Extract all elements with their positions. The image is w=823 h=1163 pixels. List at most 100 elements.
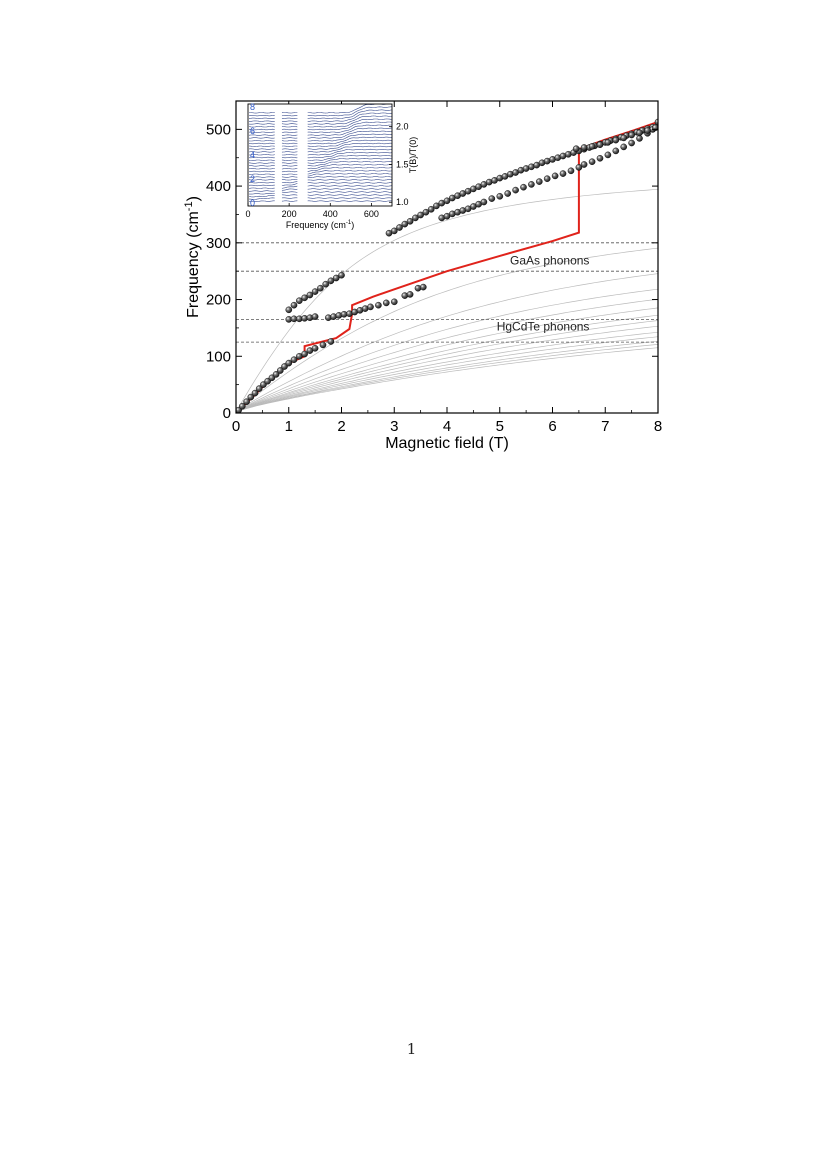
data-point <box>596 141 604 148</box>
data-point <box>604 151 612 159</box>
data-point <box>636 135 643 142</box>
main-plot: GaAs phonons HgCdTe phonons 0 1 2 3 4 5 6 7 8 0 100 2… <box>183 100 662 452</box>
data-point <box>285 359 293 367</box>
data-point <box>382 299 390 307</box>
data-point <box>620 143 628 151</box>
y-tick-label: 0 <box>223 405 231 422</box>
x-tick-label: 4 <box>443 418 451 435</box>
data-point <box>567 167 575 175</box>
data-point <box>512 186 519 194</box>
data-point <box>290 301 298 309</box>
y-axis-label: Frequency (cm-1) <box>183 196 202 318</box>
data-point <box>504 190 512 197</box>
inset-x-tick-label: 0 <box>245 209 250 219</box>
annotation-label: GaAs phonons <box>510 253 589 267</box>
inset-x-axis-label: Frequency (cm-1) <box>286 220 354 230</box>
data-point <box>327 277 335 285</box>
inset-x-label-sup: -1 <box>346 220 352 226</box>
data-point <box>422 208 430 216</box>
x-tick-label: 5 <box>496 418 504 435</box>
fan-line <box>236 336 658 413</box>
data-point <box>311 344 319 352</box>
data-point <box>520 183 527 191</box>
inset-trace <box>248 127 392 136</box>
inset-trace <box>249 197 392 200</box>
data-point <box>406 291 414 298</box>
data-point <box>604 139 612 146</box>
x-tick-label: 8 <box>654 418 662 435</box>
inset-trace <box>249 112 392 122</box>
data-point <box>551 172 559 180</box>
inset-trace <box>248 191 392 195</box>
data-point <box>295 297 303 305</box>
data-point <box>559 170 567 177</box>
data-point <box>536 178 543 185</box>
data-point <box>375 301 382 309</box>
fan-line <box>236 188 658 413</box>
data-point <box>319 341 327 349</box>
fan-line <box>236 288 658 413</box>
data-point <box>367 303 374 311</box>
y-tick-label: 200 <box>206 292 231 309</box>
data-point <box>628 131 635 139</box>
data-point <box>406 217 414 225</box>
data-point <box>247 393 255 401</box>
x-tick-label: 1 <box>285 418 293 435</box>
x-tick-label: 2 <box>337 418 345 435</box>
y-axis-label-sup: -1 <box>183 201 195 211</box>
data-point <box>243 398 250 406</box>
x-tick-label: 6 <box>548 418 556 435</box>
inset-trace <box>248 182 392 187</box>
inset-gap <box>297 104 308 206</box>
data-point <box>628 139 635 147</box>
inset-field-label: 6 <box>250 126 255 136</box>
data-point <box>255 385 263 392</box>
data-point <box>281 363 288 370</box>
data-point <box>338 271 345 279</box>
data-point <box>528 181 535 188</box>
data-point <box>251 389 259 397</box>
x-axis-label: Magnetic field (T) <box>385 435 509 452</box>
y-tick-label: 100 <box>206 348 231 365</box>
plot-area <box>236 118 658 413</box>
x-tick-label: 7 <box>601 418 609 435</box>
data-point <box>644 127 651 134</box>
data-point <box>276 367 284 374</box>
inset-x-tick-label: 600 <box>364 209 379 219</box>
inset-trace <box>248 152 392 159</box>
data-point <box>332 274 340 282</box>
data-point <box>322 280 330 288</box>
data-point <box>390 227 398 235</box>
inset-y-tick-label: 1.0 <box>396 197 409 207</box>
inset-trace <box>248 124 392 133</box>
data-point <box>543 175 551 182</box>
y-axis-label-main: Frequency (cm <box>185 211 202 318</box>
fan-line <box>236 340 658 413</box>
fan-line <box>236 314 658 413</box>
inset-y-axis-label: T(B)/T(0) <box>408 137 418 174</box>
inset-trace <box>248 109 392 120</box>
annotation-label: HgCdTe phonons <box>497 320 590 334</box>
data-point <box>588 158 596 165</box>
data-point <box>636 129 643 137</box>
data-point <box>324 314 332 322</box>
inset-field-label: 8 <box>250 102 255 112</box>
inset-trace <box>248 154 392 161</box>
data-point <box>572 145 580 152</box>
inset-field-label: 0 <box>250 198 255 208</box>
inset-trace <box>248 200 392 203</box>
data-point <box>419 283 427 291</box>
inset-trace <box>248 145 392 153</box>
inset-x-tick-label: 400 <box>323 209 338 219</box>
inset-y-tick-label: 2.0 <box>396 122 409 132</box>
inset-trace <box>248 157 392 164</box>
inset-area <box>248 104 392 206</box>
inset-trace <box>248 118 392 128</box>
page-number: 1 <box>406 1040 417 1058</box>
inset-trace <box>249 161 392 167</box>
inset-gap <box>274 104 282 206</box>
inset-field-label: 4 <box>250 150 255 160</box>
data-point <box>396 224 403 231</box>
data-point <box>580 144 588 151</box>
inset-x-tick-label: 200 <box>282 209 297 219</box>
